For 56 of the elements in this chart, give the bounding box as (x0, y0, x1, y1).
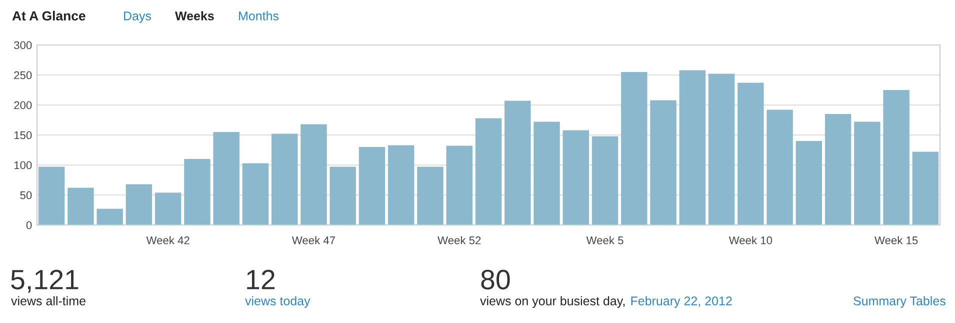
y-tick-label: 200 (14, 101, 32, 110)
bar (621, 72, 648, 225)
text: February 22, 2012 (631, 296, 732, 308)
bar (68, 188, 94, 225)
bar (388, 145, 414, 225)
x-tick-label: Week 5 (586, 236, 624, 244)
bar (679, 70, 706, 225)
text: views on your busiest day, (480, 296, 625, 308)
bar (126, 184, 152, 225)
text: Weeks (175, 11, 214, 20)
bar (766, 110, 793, 225)
bar (650, 100, 676, 225)
x-tick-label: Week 15 (874, 236, 918, 244)
bar (883, 90, 910, 225)
bar (824, 114, 852, 225)
bar (912, 152, 939, 225)
x-tick-label: Week 10 (728, 236, 772, 244)
bar (330, 166, 356, 225)
bar (96, 208, 123, 225)
y-tick-label: 50 (20, 191, 32, 200)
y-tick-label: 300 (14, 41, 32, 50)
chart-title: At A Glance (12, 10, 86, 21)
bar (475, 118, 502, 225)
bar (796, 141, 822, 225)
text: 80 (481, 270, 510, 290)
x-tick-label: Week 47 (292, 236, 335, 244)
y-tick-label: 150 (14, 131, 32, 140)
bar (154, 192, 182, 225)
bar (184, 159, 210, 225)
bar (854, 122, 880, 225)
bar (592, 136, 618, 225)
y-tick-label: 0 (26, 221, 32, 230)
y-tick-label: 100 (14, 161, 32, 170)
text: Summary Tables (854, 296, 946, 308)
bar (417, 166, 444, 225)
bar (446, 146, 472, 225)
text: Days (124, 12, 152, 23)
bar (213, 132, 240, 225)
text: views today (245, 296, 310, 308)
bar (708, 74, 735, 225)
bar (562, 130, 589, 225)
bar (358, 147, 386, 225)
text: 12 (247, 270, 275, 290)
bar (504, 100, 531, 225)
bar (271, 134, 298, 225)
bar (242, 163, 269, 225)
x-tick-label: Week 42 (146, 236, 190, 244)
x-tick-label: Week 52 (438, 236, 481, 244)
bar (534, 122, 560, 225)
bar (300, 124, 327, 225)
text: views all-time (11, 296, 86, 306)
bar (738, 82, 764, 225)
y-tick-label: 250 (14, 71, 32, 80)
text: Months (239, 11, 279, 20)
text: 5,121 (11, 270, 78, 293)
bar (38, 166, 65, 225)
